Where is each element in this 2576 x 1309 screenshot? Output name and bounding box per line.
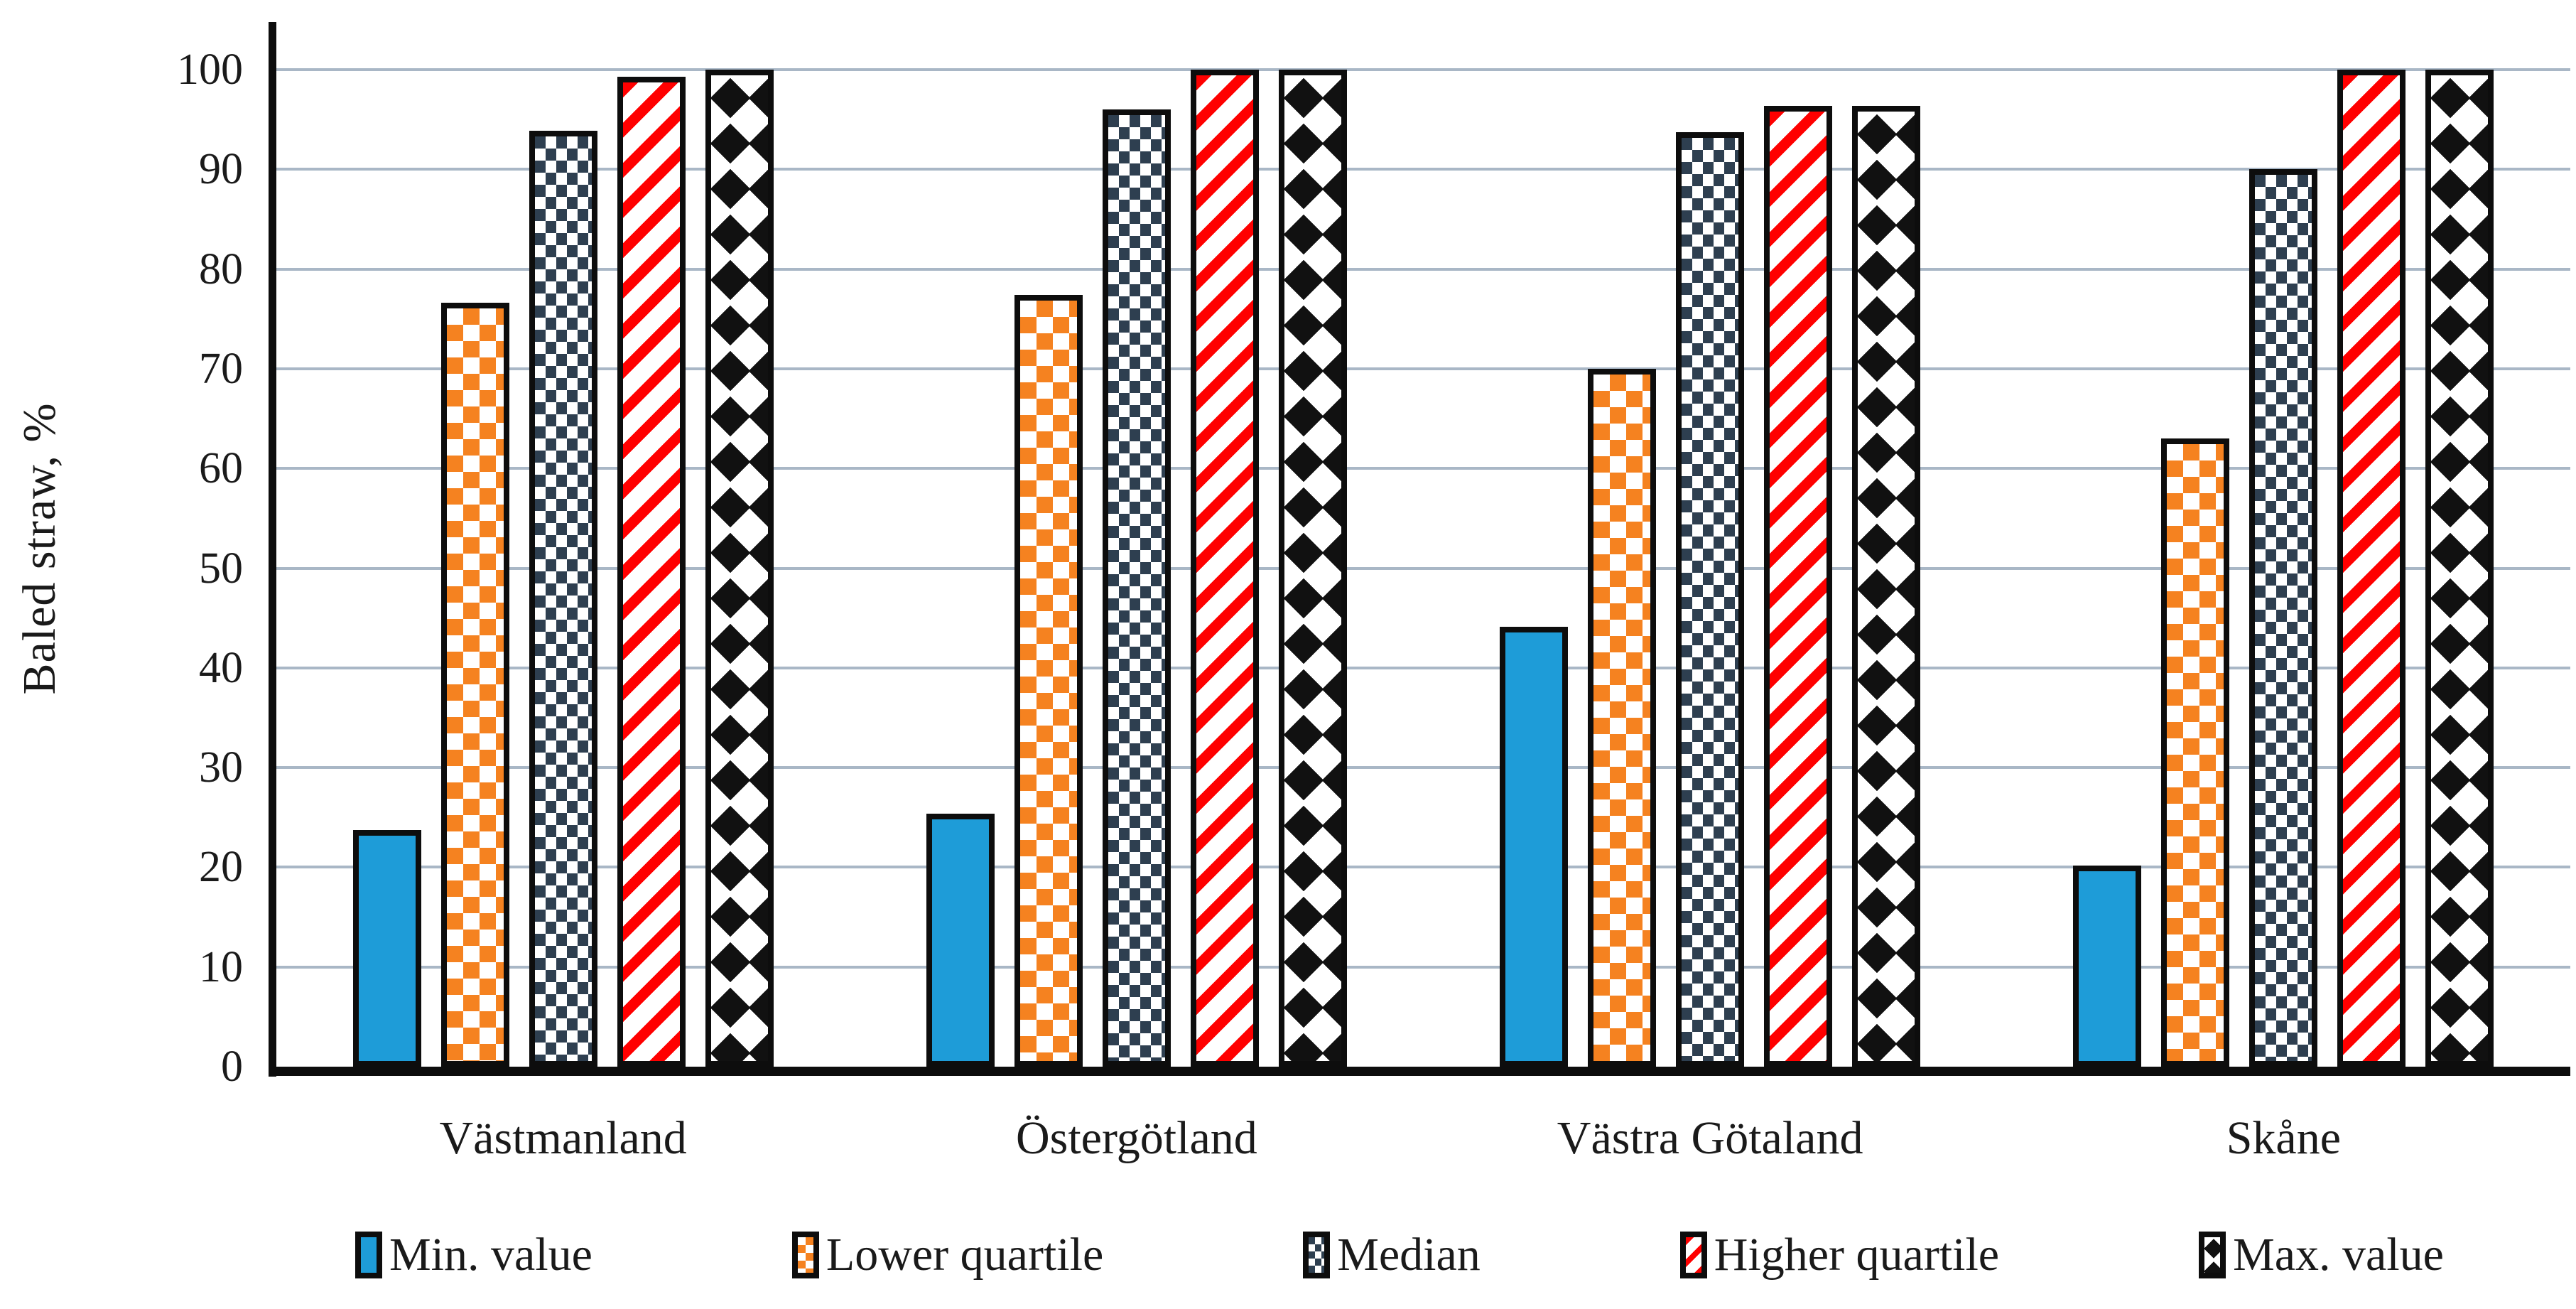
legend-item: Median (1303, 1228, 1481, 1282)
y-tick-label: 20 (199, 843, 243, 892)
gridline (276, 68, 2570, 71)
bar (2425, 70, 2494, 1067)
legend-swatch-icon (1303, 1232, 1331, 1278)
bar (2073, 866, 2142, 1067)
y-tick-label: 60 (199, 444, 243, 493)
legend-item: Higher quartile (1679, 1228, 2000, 1282)
bar-group-3 (1424, 70, 1997, 1067)
legend-swatch-icon (355, 1232, 382, 1278)
bar-group-2 (850, 70, 1423, 1067)
bar (2337, 70, 2406, 1067)
bar (529, 131, 597, 1067)
bar-group-4 (1997, 70, 2570, 1067)
y-tick-label: 0 (221, 1043, 243, 1091)
bar (1190, 70, 1259, 1067)
bar (440, 303, 509, 1067)
category-label: Östergötland (1016, 1112, 1257, 1164)
bar (2161, 438, 2230, 1067)
category-label: Västra Götaland (1557, 1112, 1863, 1164)
bar (1588, 369, 1657, 1067)
y-axis-tick-labels: 0 10 20 30 40 50 60 70 80 90 100 (21, 0, 243, 1309)
gridline (276, 267, 2570, 271)
legend-label: Higher quartile (1714, 1229, 2000, 1281)
legend-item: Lower quartile (791, 1228, 1104, 1282)
y-tick-label: 30 (199, 743, 243, 792)
x-axis-category-labels: Västmanland Östergötland Västra Götaland Sk… (276, 1106, 2570, 1171)
x-axis-line (269, 1067, 2570, 1076)
bar (1676, 132, 1745, 1067)
bar (617, 77, 686, 1067)
bar-groups (276, 70, 2570, 1067)
legend-item: Max. value (2199, 1228, 2444, 1282)
bar (1852, 106, 1921, 1067)
legend-label: Lower quartile (826, 1229, 1104, 1281)
legend-swatch-icon (1679, 1232, 1707, 1278)
gridline (276, 965, 2570, 969)
y-tick-label: 50 (199, 544, 243, 593)
bar (1102, 109, 1171, 1067)
bar (1278, 70, 1347, 1067)
legend: Min. value Lower quartile Median Higher qua… (355, 1219, 2444, 1291)
legend-swatch-icon (2199, 1232, 2226, 1278)
bar-group-1 (276, 70, 850, 1067)
plot-area (269, 22, 2570, 1077)
gridline (276, 367, 2570, 370)
category-label: Västmanland (439, 1112, 687, 1164)
y-axis-line (269, 22, 276, 1077)
legend-label: Max. value (2233, 1229, 2444, 1281)
bar (1014, 295, 1083, 1067)
y-tick-label: 90 (199, 145, 243, 194)
gridline (276, 168, 2570, 171)
y-tick-label: 10 (199, 942, 243, 991)
category-label: Skåne (2226, 1112, 2342, 1164)
bar (926, 814, 995, 1067)
bar (352, 830, 421, 1067)
gridline (276, 766, 2570, 770)
bar (1764, 106, 1833, 1067)
y-tick-label: 40 (199, 643, 243, 692)
y-tick-label: 100 (177, 45, 243, 94)
gridline (276, 866, 2570, 869)
y-tick-label: 70 (199, 344, 243, 393)
legend-label: Median (1337, 1229, 1481, 1281)
gridline (276, 666, 2570, 669)
gridline (276, 467, 2570, 470)
gridline (276, 566, 2570, 570)
bar (705, 70, 774, 1067)
legend-item: Min. value (355, 1228, 592, 1282)
y-tick-label: 80 (199, 244, 243, 293)
bar (2249, 169, 2318, 1067)
legend-label: Min. value (389, 1229, 592, 1281)
bar (1500, 627, 1569, 1067)
legend-swatch-icon (791, 1232, 819, 1278)
